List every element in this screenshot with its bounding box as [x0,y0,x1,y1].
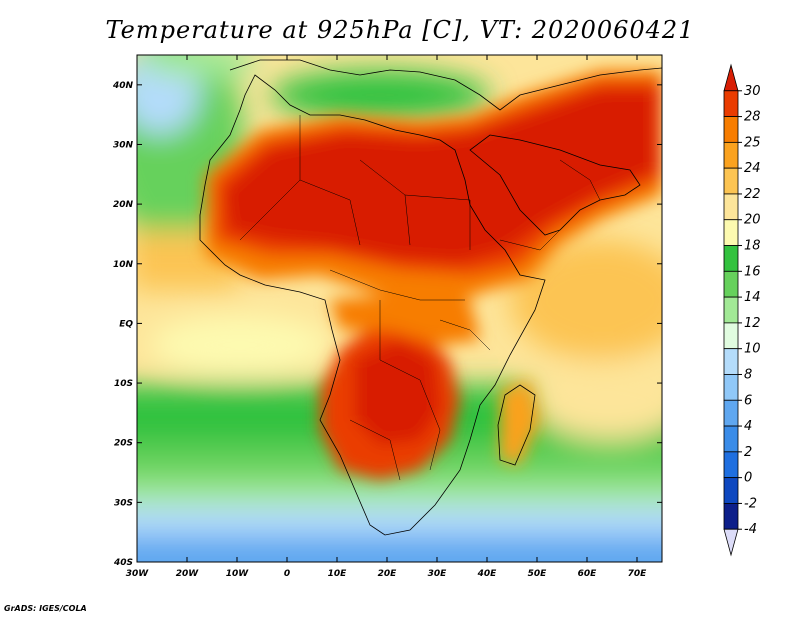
colorbar-label: 22 [744,187,761,202]
colorbar-top-arrow [723,63,739,92]
lon-tick-label: 40E [477,569,498,579]
colorbar-label: 10 [744,342,761,357]
colorbar-swatch [723,374,739,401]
colorbar-swatch [723,451,739,479]
colorbar-swatch [723,90,739,117]
lat-tick-label: 30N [113,140,134,150]
colorbar-label: 20 [744,213,761,228]
lon-tick-label: 20E [378,569,398,579]
credit-label: GrADS: IGES/COLA [4,604,87,613]
colorbar-swatch [723,141,739,169]
colorbar-swatch [723,477,739,504]
colorbar-label: 24 [744,161,761,176]
lat-tick-label: 30S [114,498,133,508]
lat-tick-label: 10S [114,379,133,389]
lat-tick-label: EQ [119,319,133,329]
coastlines [199,59,662,536]
colorbar-label: 16 [744,264,761,279]
colorbar-swatch [723,245,739,272]
lat-tick-label: 20N [113,200,134,210]
colorbar-label: 4 [744,419,752,434]
lat-tick-label: 40N [112,81,134,91]
colorbar-swatch [723,167,739,195]
colorbar-swatch [723,219,739,246]
colorbar-label: 25 [744,135,761,150]
colorbar-swatch [723,503,739,530]
country-borders [239,115,601,481]
colorbar-swatch [723,296,739,324]
colorbar-label: -4 [744,522,757,537]
longitude-axis: 30W 20W 10W 0 10E 20E 30E 40E 50E 60E 70E [126,55,647,579]
lon-tick-label: 20W [176,569,200,579]
map-title: Temperature at 925hPa [C], VT: 202006042… [105,16,695,44]
colorbar-label: -2 [744,496,757,511]
lon-tick-label: 10W [226,569,250,579]
colorbar-label: 6 [744,393,752,408]
colorbar-swatch [723,322,739,350]
lat-tick-label: 20S [114,439,133,449]
colorbar-swatch [723,116,739,143]
colorbar-swatch [723,193,739,221]
colorbar-swatch [723,348,739,375]
colorbar-label: 2 [744,445,752,460]
lon-tick-label: 0 [284,569,290,579]
colorbar-label: 12 [744,316,761,331]
lat-tick-label: 10N [113,260,134,270]
temperature-field [137,55,662,562]
colorbar-swatch [723,425,739,453]
lon-tick-label: 10E [328,569,348,579]
colorbar-label: 28 [744,110,761,125]
colorbar-swatch [723,399,739,427]
colorbar-label: 8 [744,367,752,382]
colorbar-label: 18 [744,239,761,254]
colorbar-label: 14 [744,290,761,305]
lon-tick-label: 70E [628,569,648,579]
latitude-axis: 40N 30N 20N 10N EQ 10S 20S 30S 40S [112,81,662,568]
colorbar-swatch [723,270,739,298]
colorbar-bottom-arrow [723,528,739,557]
colorbar-label: 30 [744,84,761,99]
lon-tick-label: 30W [126,569,150,579]
colorbar-label: 0 [744,471,752,486]
lon-tick-label: 50E [528,569,548,579]
lat-tick-label: 40S [113,558,133,568]
plot-frame [136,54,663,563]
lon-tick-label: 30E [428,569,448,579]
lon-tick-label: 60E [578,569,598,579]
